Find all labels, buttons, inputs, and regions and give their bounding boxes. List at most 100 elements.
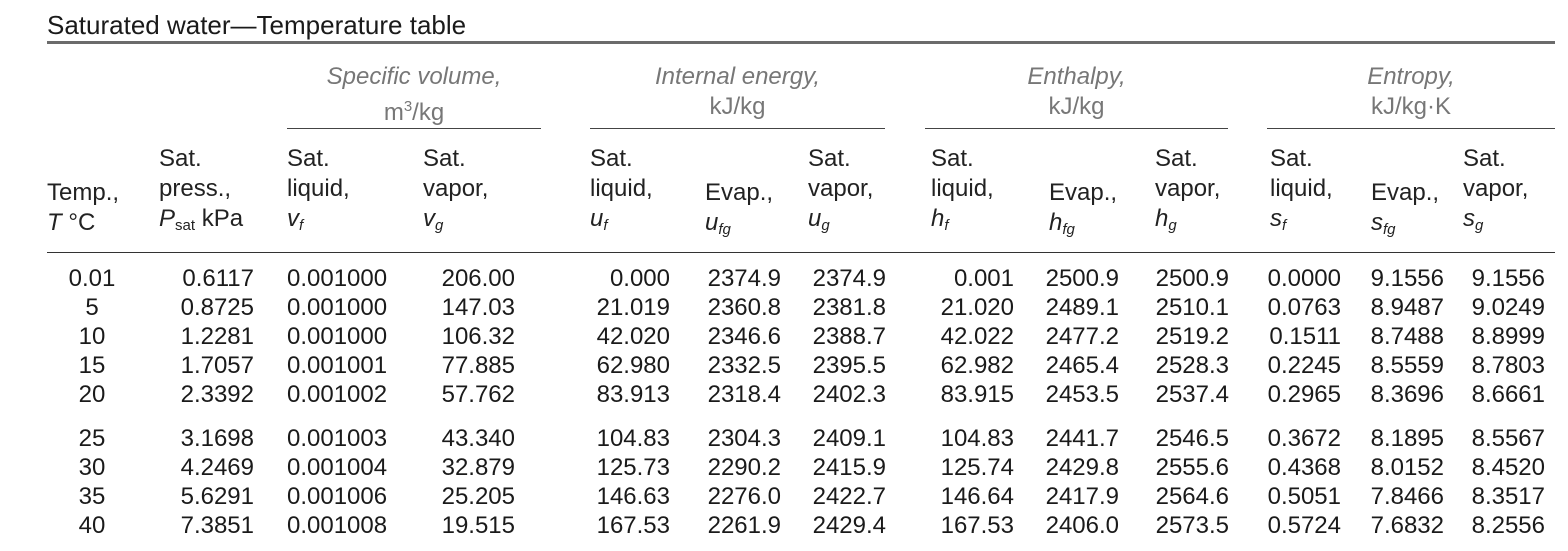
table-cell: 0.0000 [1267, 265, 1341, 292]
table-cell: 0.001001 [287, 352, 388, 379]
table-cell: 0.6117 [182, 265, 254, 292]
table-cell: 2374.9 [707, 265, 781, 292]
table-cell: 0.001004 [287, 454, 388, 481]
table-row: 25 3.1698 0.001003 43.340 104.83 2304.3 2409.1… [0, 424, 1568, 453]
table-cell: 57.762 [441, 381, 515, 408]
table-cell: 9.0249 [1471, 294, 1545, 321]
table-cell: 8.4520 [1471, 454, 1545, 481]
table-cell: 32.879 [441, 454, 515, 481]
group-internal-energy: Internal energy, kJ/kg [590, 62, 885, 129]
header-temp-line2: T °C [47, 209, 96, 236]
table-cell: 8.5567 [1471, 425, 1545, 452]
table-cell: 2374.9 [812, 265, 886, 292]
table-cell: 0.5724 [1267, 512, 1341, 539]
table-cell: 9.1556 [1370, 265, 1444, 292]
table-cell: 5.6291 [180, 483, 254, 510]
table-cell: 9.1556 [1471, 265, 1545, 292]
table-cell: 2332.5 [707, 352, 781, 379]
header-hg: Sat. vapor, hg [1155, 145, 1221, 234]
table-cell: 8.6661 [1471, 381, 1545, 408]
table-cell: 8.5559 [1370, 352, 1444, 379]
table-cell: 146.64 [940, 483, 1014, 510]
table-cell: 8.3696 [1370, 381, 1444, 408]
table-cell: 0.3672 [1267, 425, 1341, 452]
table-cell: 0.4368 [1267, 454, 1341, 481]
table-cell: 0.001 [953, 265, 1014, 292]
table-cell: 40 [78, 512, 106, 539]
table-cell: 125.73 [596, 454, 670, 481]
table-cell: 2573.5 [1155, 512, 1229, 539]
table-cell: 2388.7 [812, 323, 886, 350]
table-row: 30 4.2469 0.001004 32.879 125.73 2290.2 2415.9… [0, 453, 1568, 482]
table-cell: 83.915 [940, 381, 1014, 408]
table-cell: 2564.6 [1155, 483, 1229, 510]
header-vg: Sat. vapor, vg [423, 145, 489, 234]
table-cell: 25.205 [441, 483, 515, 510]
table-cell: 125.74 [940, 454, 1014, 481]
table-row: 0.01 0.6117 0.001000 206.00 0.000 2374.9 2374.… [0, 264, 1568, 293]
header-press-line1: Sat. [159, 145, 202, 172]
table-cell: 0.000 [609, 265, 670, 292]
table-cell: 8.0152 [1370, 454, 1444, 481]
table-cell: 0.001008 [287, 512, 388, 539]
header-vf: Sat. liquid, vf [287, 145, 350, 234]
table-cell: 0.8725 [180, 294, 254, 321]
table-cell: 42.022 [940, 323, 1014, 350]
table-cell: 1.7057 [180, 352, 254, 379]
table-cell: 167.53 [940, 512, 1014, 539]
group-specific-volume: Specific volume, m3/kg [287, 62, 541, 129]
group-internal-energy-unit: kJ/kg [709, 93, 766, 120]
table-cell: 8.9487 [1370, 294, 1444, 321]
table-cell: 8.2556 [1471, 512, 1545, 539]
table-cell: 15 [78, 352, 106, 379]
table-cell: 167.53 [596, 512, 670, 539]
group-internal-energy-rule [590, 128, 885, 129]
table-cell: 104.83 [940, 425, 1014, 452]
table-cell: 0.2965 [1267, 381, 1341, 408]
header-hfg: Evap., hfg [1049, 179, 1118, 238]
header-temp-line1: Temp., [47, 179, 120, 206]
table-cell: 7.8466 [1370, 483, 1444, 510]
table-cell: 2453.5 [1045, 381, 1119, 408]
group-enthalpy-unit: kJ/kg [1048, 93, 1105, 120]
table-cell: 21.020 [940, 294, 1014, 321]
table-cell: 43.340 [441, 425, 515, 452]
header-ufg: Evap., ufg [705, 179, 774, 238]
header-ug: Sat. vapor, ug [808, 145, 874, 234]
table-cell: 2477.2 [1045, 323, 1119, 350]
table-cell: 0.001003 [287, 425, 388, 452]
group-enthalpy-name: Enthalpy, [1027, 63, 1126, 90]
table-cell: 2422.7 [812, 483, 886, 510]
group-entropy-unit: kJ/kg·K [1370, 93, 1451, 120]
table-cell: 0.1511 [1269, 323, 1341, 350]
table-cell: 2346.6 [707, 323, 781, 350]
table-row: 40 7.3851 0.001008 19.515 167.53 2261.9 2429.4… [0, 511, 1568, 540]
table-row: 15 1.7057 0.001001 77.885 62.980 2332.5 2395.5… [0, 351, 1568, 380]
header-rule [47, 252, 1555, 253]
table-cell: 30 [78, 454, 106, 481]
table-cell: 4.2469 [180, 454, 254, 481]
table-cell: 19.515 [441, 512, 515, 539]
group-specific-volume-rule [287, 128, 541, 129]
table-cell: 25 [78, 425, 106, 452]
group-entropy-name: Entropy, [1367, 63, 1455, 90]
table-cell: 0.001000 [287, 265, 388, 292]
group-entropy: Entropy, kJ/kg·K [1267, 62, 1555, 129]
table-cell: 2519.2 [1155, 323, 1229, 350]
header-press-line3: Psat kPa [159, 205, 244, 234]
table-cell: 2406.0 [1045, 512, 1119, 539]
table-cell: 147.03 [441, 294, 515, 321]
table-cell: 0.01 [68, 265, 116, 292]
table-cell: 2261.9 [707, 512, 781, 539]
table-cell: 2417.9 [1045, 483, 1119, 510]
table-cell: 0.5051 [1267, 483, 1341, 510]
table-cell: 2465.4 [1045, 352, 1119, 379]
table-cell: 8.7803 [1471, 352, 1545, 379]
header-sf: Sat. liquid, sf [1270, 145, 1333, 234]
table-cell: 2546.5 [1155, 425, 1229, 452]
table-cell: 0.001006 [287, 483, 388, 510]
table-row: 35 5.6291 0.001006 25.205 146.63 2276.0 2422.7… [0, 482, 1568, 511]
table-row: 5 0.8725 0.001000 147.03 21.019 2360.8 2381.8 2… [0, 293, 1568, 322]
table-cell: 35 [78, 483, 106, 510]
group-enthalpy-rule [925, 128, 1228, 129]
